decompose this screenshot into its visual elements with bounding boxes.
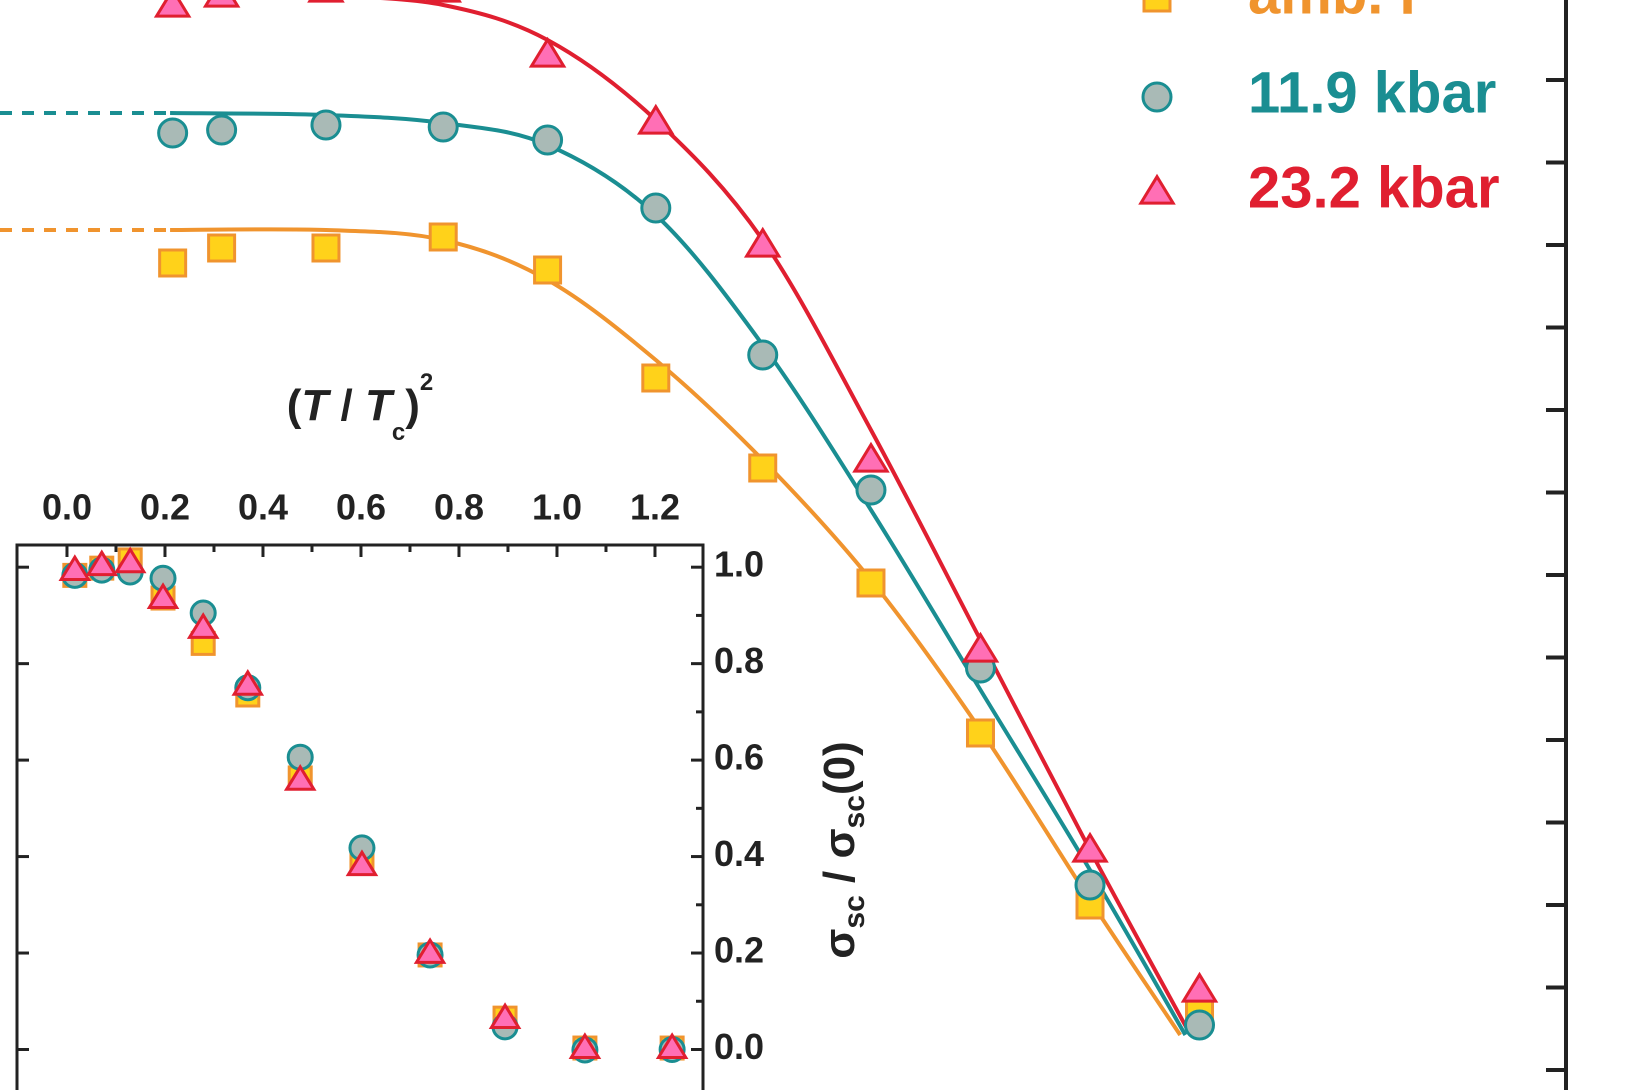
marker-triangle [153,0,192,18]
main-plot [0,0,1568,1090]
marker-circle [206,114,238,146]
x-tick-label: 0.0 [42,487,92,528]
marker-circle [1074,869,1106,901]
marker-triangle [743,226,782,258]
marker-triangle [146,582,180,609]
marker-triangle [568,1032,602,1059]
marker-triangle [637,103,675,135]
ylabel-part: sc [838,895,871,928]
marker-triangle [852,441,890,473]
marker-circle [1184,1009,1216,1041]
xlabel-part: ( [287,381,302,430]
xlabel-part: c [392,419,405,446]
marker-triangle [113,546,147,574]
ylabel-part: (0) [815,741,864,795]
y-tick-label: 0.2 [714,930,764,971]
marker-triangle [655,1032,689,1059]
fit-curve [170,227,1182,1037]
marker-triangle [307,0,345,3]
marker-triangle [186,612,220,639]
marker-circle [747,339,779,371]
marker-square [158,248,188,278]
marker-circle [640,192,672,224]
marker-square [207,233,237,263]
marker-triangle [1180,971,1219,1003]
fit-curve [170,111,1188,1037]
xlabel-part: T [365,381,395,430]
x-tick-label: 0.8 [434,487,484,528]
marker-square [965,718,995,748]
x-tick-label: 1.0 [532,487,582,528]
marker-triangle [283,764,317,791]
inset: 0.0 0.2 0.4 0.6 0.8 1.0 1.2 0.0 0.2 0.4 0.6 0.8 1.0 (… [15,369,871,1090]
y-tick-label: 1.0 [714,544,764,585]
legend-label: 23.2 kbar [1248,155,1500,220]
y-tick-label: 0.8 [714,640,764,681]
xlabel-part: 2 [420,369,433,396]
marker-triangle [1138,173,1176,205]
ylabel-part: / σ [815,828,864,895]
x-tick-label: 0.6 [336,487,386,528]
marker-triangle [345,849,379,877]
x-tick-label: 0.2 [140,487,190,528]
marker-triangle [85,549,119,577]
marker-square [533,255,563,285]
marker-circle [532,124,564,156]
marker-triangle [58,554,92,581]
ylabel-part: σ [815,929,864,959]
marker-circle [157,117,189,149]
marker-square [856,568,886,598]
fit-curve [380,0,1193,1036]
marker-square [641,363,671,393]
marker-circle [855,474,887,506]
marker-square [748,453,778,483]
marker-triangle [961,631,1000,663]
x-axis-title: (T / Tc)2 [287,369,434,446]
marker-triangle [202,0,241,8]
xlabel-part: T [301,381,331,430]
legend-label: amb. P [1248,0,1438,26]
xlabel-part: / [328,381,365,430]
marker-square [428,222,458,252]
marker-triangle [528,36,567,68]
marker-circle [427,111,459,143]
ylabel-part: sc [838,795,871,828]
xlabel-part: ) [405,381,420,430]
x-tick-label: 0.4 [238,487,288,528]
marker-triangle [1071,831,1109,863]
inset-frame [15,543,705,1090]
marker-triangle [413,937,447,964]
y-tick-label: 0.4 [714,833,764,874]
marker-square [311,233,341,263]
y-tick-label: 0.6 [714,737,764,778]
marker-triangle [231,669,265,696]
legend-label: 11.9 kbar [1248,60,1496,125]
marker-circle [310,109,342,141]
y-axis-title: σsc / σsc(0) [815,741,871,958]
marker-triangle [488,1002,522,1030]
y-tick-label: 0.0 [714,1026,764,1067]
marker-circle [1141,81,1173,113]
marker-triangle [424,0,463,3]
x-tick-label: 1.2 [630,487,680,528]
marker-square [1142,0,1172,13]
